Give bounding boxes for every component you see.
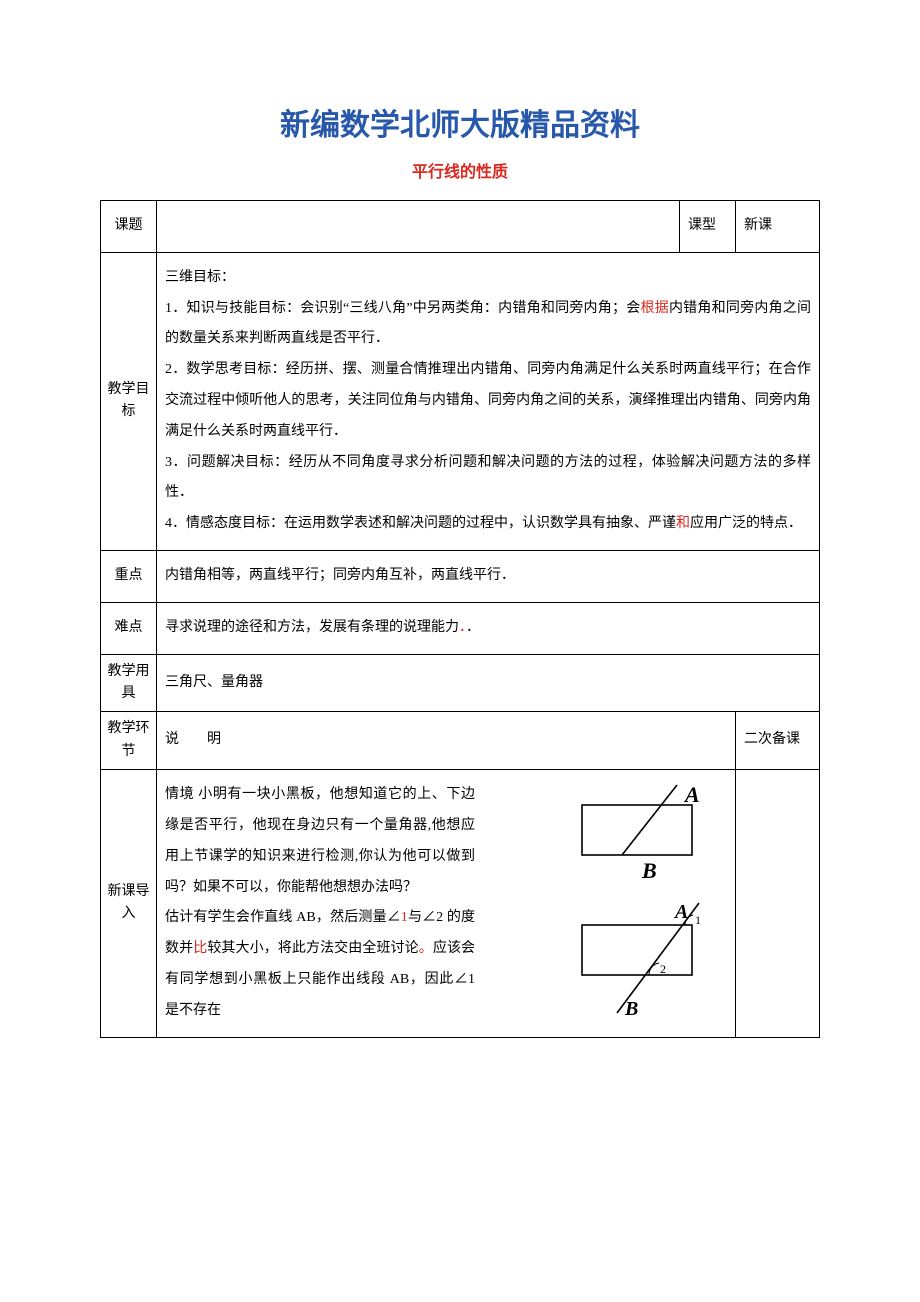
rowhead-huanjie: 教学环节 bbox=[101, 712, 157, 770]
daoru-p2-c: 较其大小，将此方法交由全班讨论 bbox=[207, 941, 418, 956]
daoru-p2-r2: 比 bbox=[193, 941, 207, 956]
cell-zhongdian: 内错角相等，两直线平行；同旁内角互补，两直线平行． bbox=[157, 550, 820, 602]
cell-nandian: 寻求说理的途径和方法，发展有条理的说理能力．． bbox=[157, 602, 820, 654]
nandian-prefix: 寻求说理的途径和方法，发展有条理的说理能力 bbox=[165, 620, 459, 635]
intro-wrapper: 情境 小明有一块小黑板，他想知道它的上、下边缘是否平行，他现在身边只有一个量角器… bbox=[165, 780, 727, 1026]
diagram2-label-b: B bbox=[624, 998, 638, 1020]
nandian-suffix: ． bbox=[466, 620, 480, 635]
table-row-difficulty: 难点 寻求说理的途径和方法，发展有条理的说理能力．． bbox=[101, 602, 820, 654]
nandian-red: ． bbox=[459, 620, 466, 635]
rowhead-ketype: 课型 bbox=[680, 201, 736, 253]
document-subtitle: 平行线的性质 bbox=[100, 158, 820, 182]
diagram1-line-icon bbox=[622, 785, 677, 855]
nandian-text: 寻求说理的途径和方法，发展有条理的说理能力．． bbox=[165, 613, 811, 644]
geometry-diagram-2: A B 1 2 bbox=[567, 895, 727, 1038]
cell-daoru: 情境 小明有一块小黑板，他想知道它的上、下边缘是否平行，他现在身边只有一个量角器… bbox=[157, 770, 736, 1037]
diagram1-svg: A B bbox=[567, 780, 727, 890]
cell-shuoming-label: 说 明 bbox=[157, 712, 736, 770]
cell-beike-empty bbox=[736, 770, 820, 1037]
cell-ketype-value: 新课 bbox=[736, 201, 820, 253]
diagram2-angle2-arc-icon bbox=[649, 963, 659, 975]
goals-item-4: 4．情感态度目标：在运用数学表述和解决问题的过程中，认识数学具有抽象、严谨和应用… bbox=[165, 509, 811, 540]
daoru-p2-a: 估计有学生会作直线 AB，然后测量∠ bbox=[165, 910, 401, 925]
table-row-tools: 教学用具 三角尺、量角器 bbox=[101, 654, 820, 712]
rowhead-daoru: 新课导入 bbox=[101, 770, 157, 1037]
cell-yongju: 三角尺、量角器 bbox=[157, 654, 820, 712]
diagram1-label-a: A bbox=[683, 782, 700, 807]
rowhead-nandian: 难点 bbox=[101, 602, 157, 654]
diagram1-rect-icon bbox=[582, 805, 692, 855]
cell-goals: 三维目标： 1．知识与技能目标：会识别“三线八角”中另两类角：内错角和同旁内角；… bbox=[157, 252, 820, 550]
rowhead-goals: 教学目标 bbox=[101, 252, 157, 550]
goals-1-prefix: 1．知识与技能目标：会识别“三线八角”中另两类角：内错角和同旁内角；会 bbox=[165, 301, 640, 316]
diagram2-svg: A B 1 2 bbox=[567, 895, 727, 1025]
daoru-p1: 情境 小明有一块小黑板，他想知道它的上、下边缘是否平行，他现在身边只有一个量角器… bbox=[165, 780, 475, 903]
rowhead-zhongdian: 重点 bbox=[101, 550, 157, 602]
goals-item-2: 2．数学思考目标：经历拼、摆、测量合情推理出内错角、同旁内角满足什么关系时两直线… bbox=[165, 355, 811, 447]
table-row-topic: 课题 课型 新课 bbox=[101, 201, 820, 253]
table-row-intro: 新课导入 情境 小明有一块小黑板，他想知道它的上、下边缘是否平行，他现在身边只有… bbox=[101, 770, 820, 1037]
zhongdian-text: 内错角相等，两直线平行；同旁内角互补，两直线平行． bbox=[165, 561, 811, 592]
goals-item-3: 3．问题解决目标：经历从不同角度寻求分析问题和解决问题的方法的过程，体验解决问题… bbox=[165, 448, 811, 510]
goals-1-highlight: 根据 bbox=[640, 301, 668, 316]
goals-item-1: 1．知识与技能目标：会识别“三线八角”中另两类角：内错角和同旁内角；会根据内错角… bbox=[165, 294, 811, 356]
geometry-diagram-1: A B bbox=[567, 780, 727, 903]
intro-text-block: 情境 小明有一块小黑板，他想知道它的上、下边缘是否平行，他现在身边只有一个量角器… bbox=[165, 780, 475, 1026]
diagram1-label-b: B bbox=[641, 858, 657, 883]
table-row-section-header: 教学环节 说 明 二次备课 bbox=[101, 712, 820, 770]
table-row-key: 重点 内错角相等，两直线平行；同旁内角互补，两直线平行． bbox=[101, 550, 820, 602]
goals-intro: 三维目标： bbox=[165, 263, 811, 294]
goals-4-highlight: 和 bbox=[676, 516, 690, 531]
document-title: 新编数学北师大版精品资料 bbox=[100, 100, 820, 144]
rowhead-keti: 课题 bbox=[101, 201, 157, 253]
cell-beike-label: 二次备课 bbox=[736, 712, 820, 770]
daoru-p2: 估计有学生会作直线 AB，然后测量∠1与∠2 的度数并比较其大小，将此方法交由全… bbox=[165, 903, 475, 1026]
diagram2-angle2-label: 2 bbox=[660, 962, 666, 976]
daoru-p2-r3: 。 bbox=[419, 941, 433, 956]
diagram2-angle1-label: 1 bbox=[695, 913, 701, 927]
goals-4-prefix: 4．情感态度目标：在运用数学表述和解决问题的过程中，认识数学具有抽象、严谨 bbox=[165, 516, 676, 531]
goals-4-suffix: 应用广泛的特点． bbox=[690, 516, 802, 531]
lesson-plan-table: 课题 课型 新课 教学目标 三维目标： 1．知识与技能目标：会识别“三线八角”中… bbox=[100, 200, 820, 1038]
rowhead-yongju: 教学用具 bbox=[101, 654, 157, 712]
diagram2-label-a: A bbox=[673, 901, 688, 923]
yongju-text: 三角尺、量角器 bbox=[165, 668, 811, 699]
document-page: 新编数学北师大版精品资料 平行线的性质 课题 课型 新课 教学目标 三维目标： … bbox=[0, 0, 920, 1302]
table-row-goals: 教学目标 三维目标： 1．知识与技能目标：会识别“三线八角”中另两类角：内错角和… bbox=[101, 252, 820, 550]
cell-keti-value bbox=[157, 201, 680, 253]
diagram2-rect-icon bbox=[582, 925, 692, 975]
daoru-p2-r1: 1 bbox=[401, 910, 408, 925]
